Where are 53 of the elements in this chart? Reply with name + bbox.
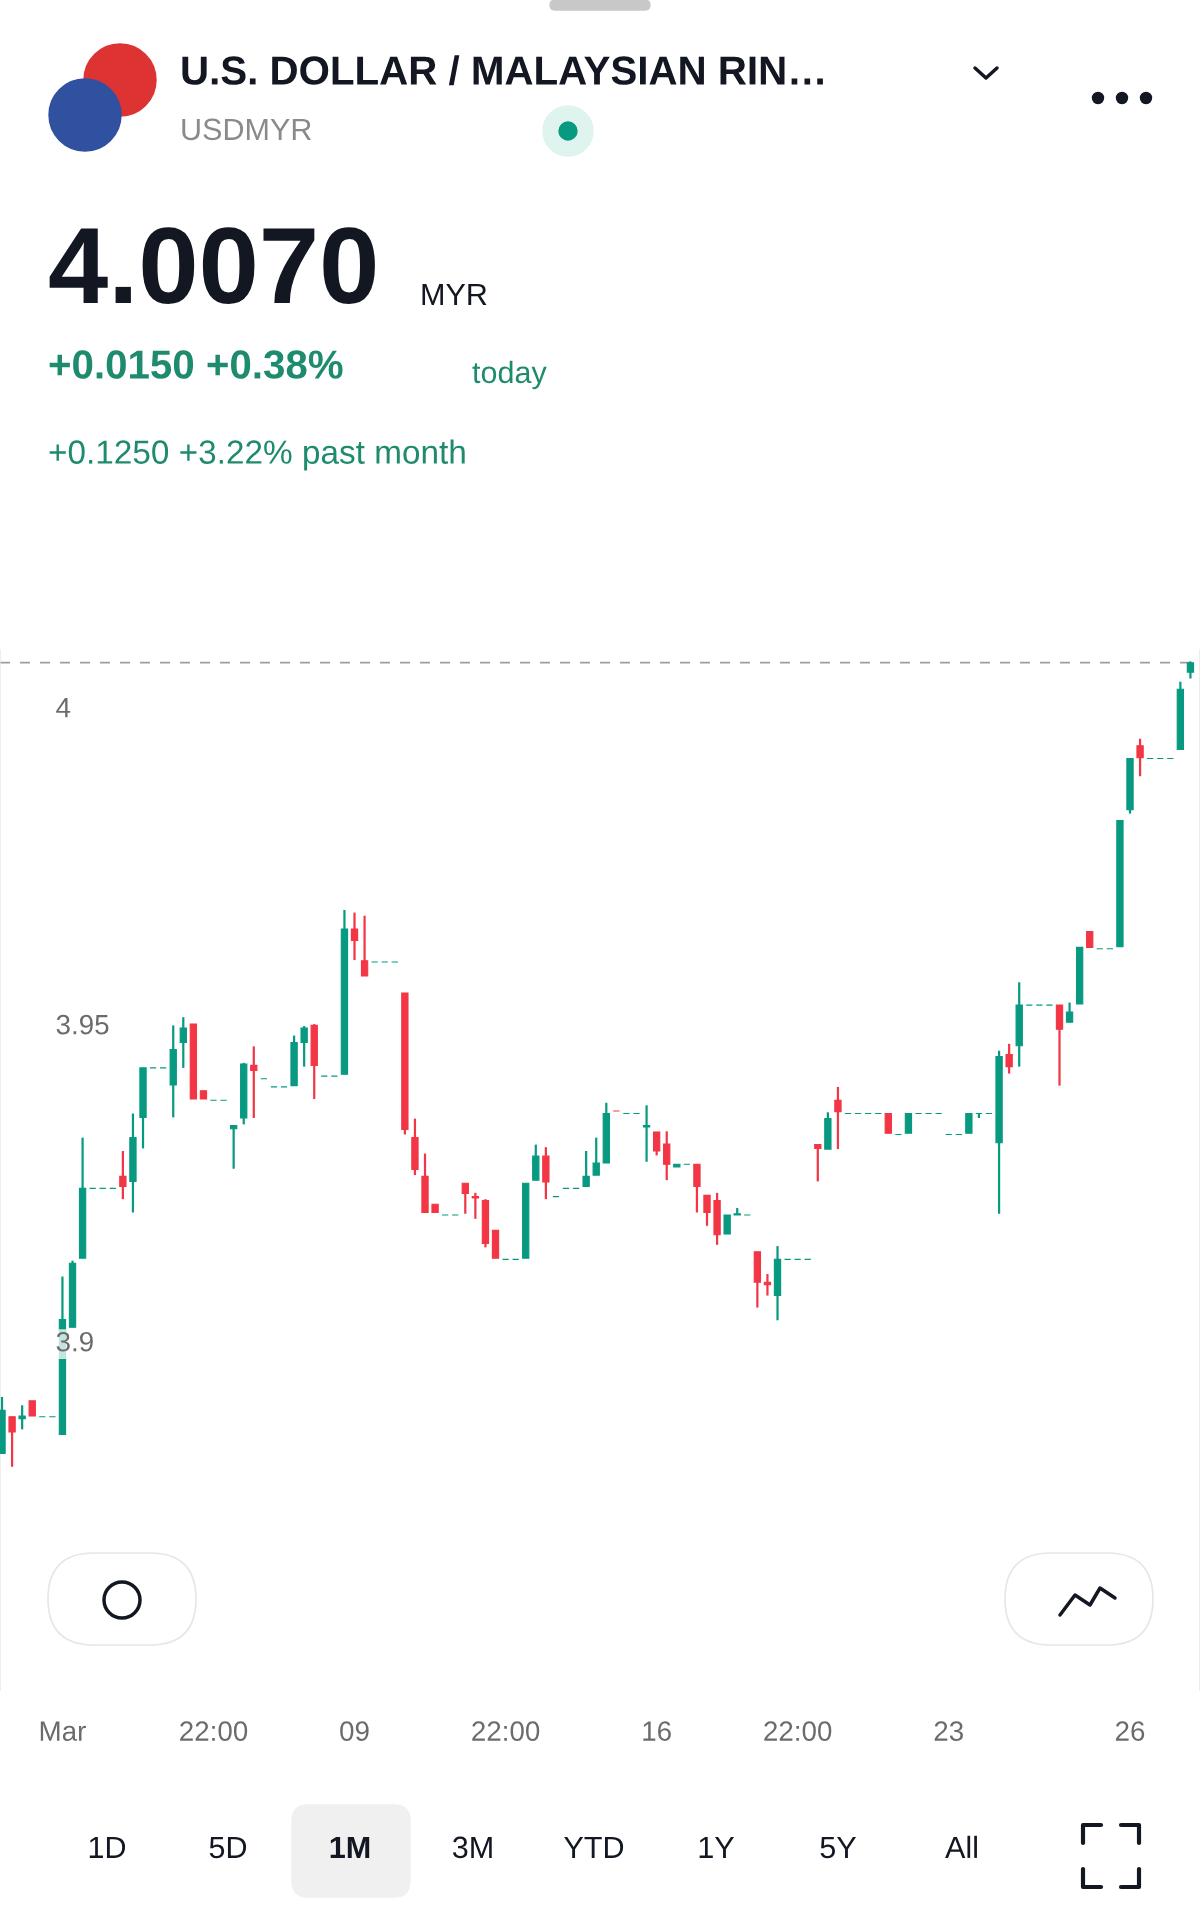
x-tick-label: Mar — [40, 1721, 86, 1741]
candlestick — [229, 1124, 238, 1170]
text: 1Y — [699, 1836, 735, 1858]
text: +0.1250 +3.22% past month — [49, 439, 465, 471]
text: 5D — [209, 1836, 247, 1859]
candlestick — [965, 1112, 973, 1135]
candlestick — [1065, 1001, 1074, 1024]
candlestick — [350, 911, 359, 962]
candlestick — [703, 1194, 711, 1227]
candlestick — [642, 1104, 651, 1163]
text: 1M — [330, 1836, 370, 1858]
text: YTD — [564, 1836, 624, 1858]
candlestick — [461, 1182, 469, 1215]
x-tick-label: 26 — [1115, 1721, 1145, 1741]
x-tick-label: 22:00 — [764, 1721, 832, 1741]
candlestick — [582, 1149, 590, 1188]
y-tick-label: 4 — [56, 698, 71, 718]
text: MYR — [422, 283, 487, 305]
candlestick — [8, 1415, 16, 1468]
text: +0.0150 +0.38% — [49, 350, 343, 379]
candlestick — [300, 1024, 308, 1068]
candlestick — [693, 1163, 701, 1214]
candlestick — [471, 1191, 480, 1220]
candlestick — [663, 1130, 671, 1182]
candlestick — [179, 1016, 187, 1070]
candlestick — [814, 1143, 822, 1183]
text: 4.0070 — [49, 227, 375, 305]
candlestick — [119, 1149, 127, 1201]
candlestick — [1005, 1042, 1013, 1075]
candlestick — [904, 1112, 913, 1135]
candlestick — [723, 1213, 731, 1236]
text: 3M — [452, 1836, 492, 1859]
x-tick-label: 09 — [340, 1721, 369, 1741]
chart-subtitle: USDMYR — [182, 118, 311, 141]
y-tick-label: 3.9 — [56, 1331, 93, 1352]
y-tick-label: 3.95 — [56, 1014, 109, 1035]
candlestick — [592, 1136, 600, 1177]
candlestick — [360, 914, 369, 978]
candlestick — [652, 1130, 661, 1157]
candlestick — [1136, 737, 1144, 778]
chart-title: U.S. DOLLAR / MALAYSIAN RIN… — [182, 55, 823, 86]
text: 5Y — [820, 1836, 857, 1859]
x-tick-label: 22:00 — [180, 1721, 248, 1741]
x-tick-label: 16 — [643, 1721, 671, 1741]
candlestick — [884, 1112, 892, 1135]
text: 1D — [89, 1836, 126, 1858]
candlestick — [18, 1404, 26, 1431]
x-tick-label: 22:00 — [472, 1721, 540, 1741]
candlestick — [250, 1045, 258, 1120]
text: All — [945, 1835, 977, 1858]
candlestick — [834, 1085, 842, 1151]
x-tick-label: 23 — [934, 1721, 963, 1741]
text: today — [472, 360, 547, 390]
